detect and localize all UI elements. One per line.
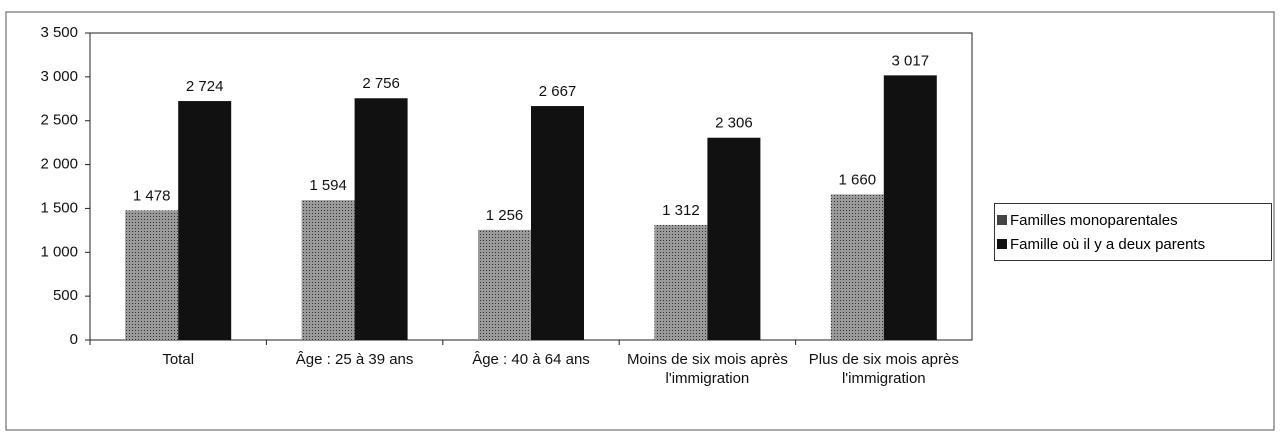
- bar: [883, 75, 937, 340]
- y-tick-label: 3 000: [40, 68, 78, 85]
- x-tick-label: Âge : 25 à 39 ans: [295, 351, 414, 368]
- bar: [178, 101, 232, 340]
- bar: [830, 194, 884, 340]
- y-tick-label: 1 500: [40, 199, 78, 216]
- frame: [5, 11, 1275, 431]
- y-tick-label: 3 500: [40, 24, 78, 41]
- legend-swatch: [997, 239, 1007, 249]
- x-tick-label: Âge : 40 à 64 ans: [472, 351, 590, 368]
- data-label: 3 017: [892, 52, 930, 69]
- y-tick-label: 2 500: [40, 112, 78, 129]
- bar: [354, 98, 408, 340]
- legend-label: Famille où il y a deux parents: [1010, 235, 1206, 253]
- data-label: 1 594: [309, 177, 347, 194]
- y-tick-label: 1 000: [40, 243, 78, 260]
- bar: [478, 229, 531, 340]
- data-label: 2 306: [715, 115, 753, 132]
- legend-item: Famille où il y a deux parents: [997, 232, 1269, 256]
- bar: [301, 200, 355, 340]
- data-label: 1 478: [133, 187, 171, 204]
- data-label: 1 256: [486, 207, 524, 224]
- bar: [707, 137, 761, 340]
- data-label: 2 724: [186, 78, 224, 95]
- legend-label: Familles monoparentales: [1010, 211, 1178, 229]
- data-label: 1 312: [662, 202, 700, 219]
- legend-item: Familles monoparentales: [997, 208, 1269, 232]
- x-tick-label: Plus de six mois après l'immigration: [808, 351, 959, 387]
- data-label: 2 667: [539, 83, 577, 100]
- y-tick-label: 0: [70, 331, 78, 348]
- data-label: 2 756: [362, 75, 400, 92]
- bar: [531, 106, 584, 340]
- x-tick-label: Moins de six mois après l'immigration: [626, 351, 788, 387]
- legend-swatch: [997, 215, 1007, 225]
- bar: [125, 210, 179, 340]
- data-label: 1 660: [839, 171, 877, 188]
- legend: Familles monoparentales Famille où il y a…: [994, 203, 1272, 261]
- x-tick-label: Total: [162, 351, 195, 368]
- y-tick-label: 2 000: [40, 156, 78, 173]
- bar: [654, 224, 708, 340]
- y-tick-label: 500: [53, 287, 78, 304]
